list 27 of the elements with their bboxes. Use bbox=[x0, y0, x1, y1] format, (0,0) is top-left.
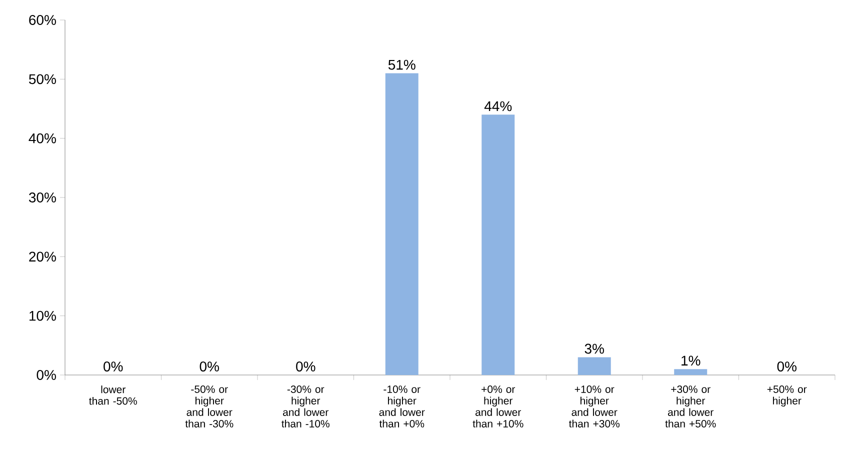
y-tick-label: 40% bbox=[28, 133, 56, 144]
bar bbox=[578, 357, 611, 375]
y-tick-label: 10% bbox=[30, 310, 56, 321]
y-tick-label: 50% bbox=[29, 74, 56, 84]
x-tick-label: +30% or higher and lower than +50% bbox=[665, 386, 716, 428]
bar bbox=[385, 73, 418, 375]
data-label: 0% bbox=[104, 362, 123, 372]
data-label: 1% bbox=[682, 356, 700, 366]
y-tick-label: 20% bbox=[29, 252, 56, 262]
y-tick-label: 0% bbox=[36, 370, 56, 380]
x-tick-label: +0% or higher and lower than +10% bbox=[472, 386, 524, 428]
x-tick-label: -30% or higher and lower than -10% bbox=[282, 386, 330, 428]
x-tick-label: lower than -50% bbox=[89, 386, 137, 405]
data-label: 0% bbox=[296, 362, 316, 372]
x-tick-label: -10% or higher and lower than +0% bbox=[379, 386, 425, 428]
x-tick-label: +50% or higher bbox=[767, 386, 807, 407]
bar bbox=[482, 114, 515, 375]
x-tick-label: +10% or higher and lower than +30% bbox=[568, 386, 620, 428]
y-tick-label: 60% bbox=[29, 15, 56, 25]
data-label: 0% bbox=[200, 362, 219, 372]
data-label: 3% bbox=[584, 344, 604, 354]
x-tick-label: -50% or higher and lower than -30% bbox=[185, 386, 234, 428]
data-label: 44% bbox=[484, 101, 512, 112]
y-tick-label: 30% bbox=[28, 192, 56, 202]
data-label: 0% bbox=[777, 362, 796, 372]
bar bbox=[674, 369, 708, 375]
data-label: 51% bbox=[388, 60, 416, 70]
